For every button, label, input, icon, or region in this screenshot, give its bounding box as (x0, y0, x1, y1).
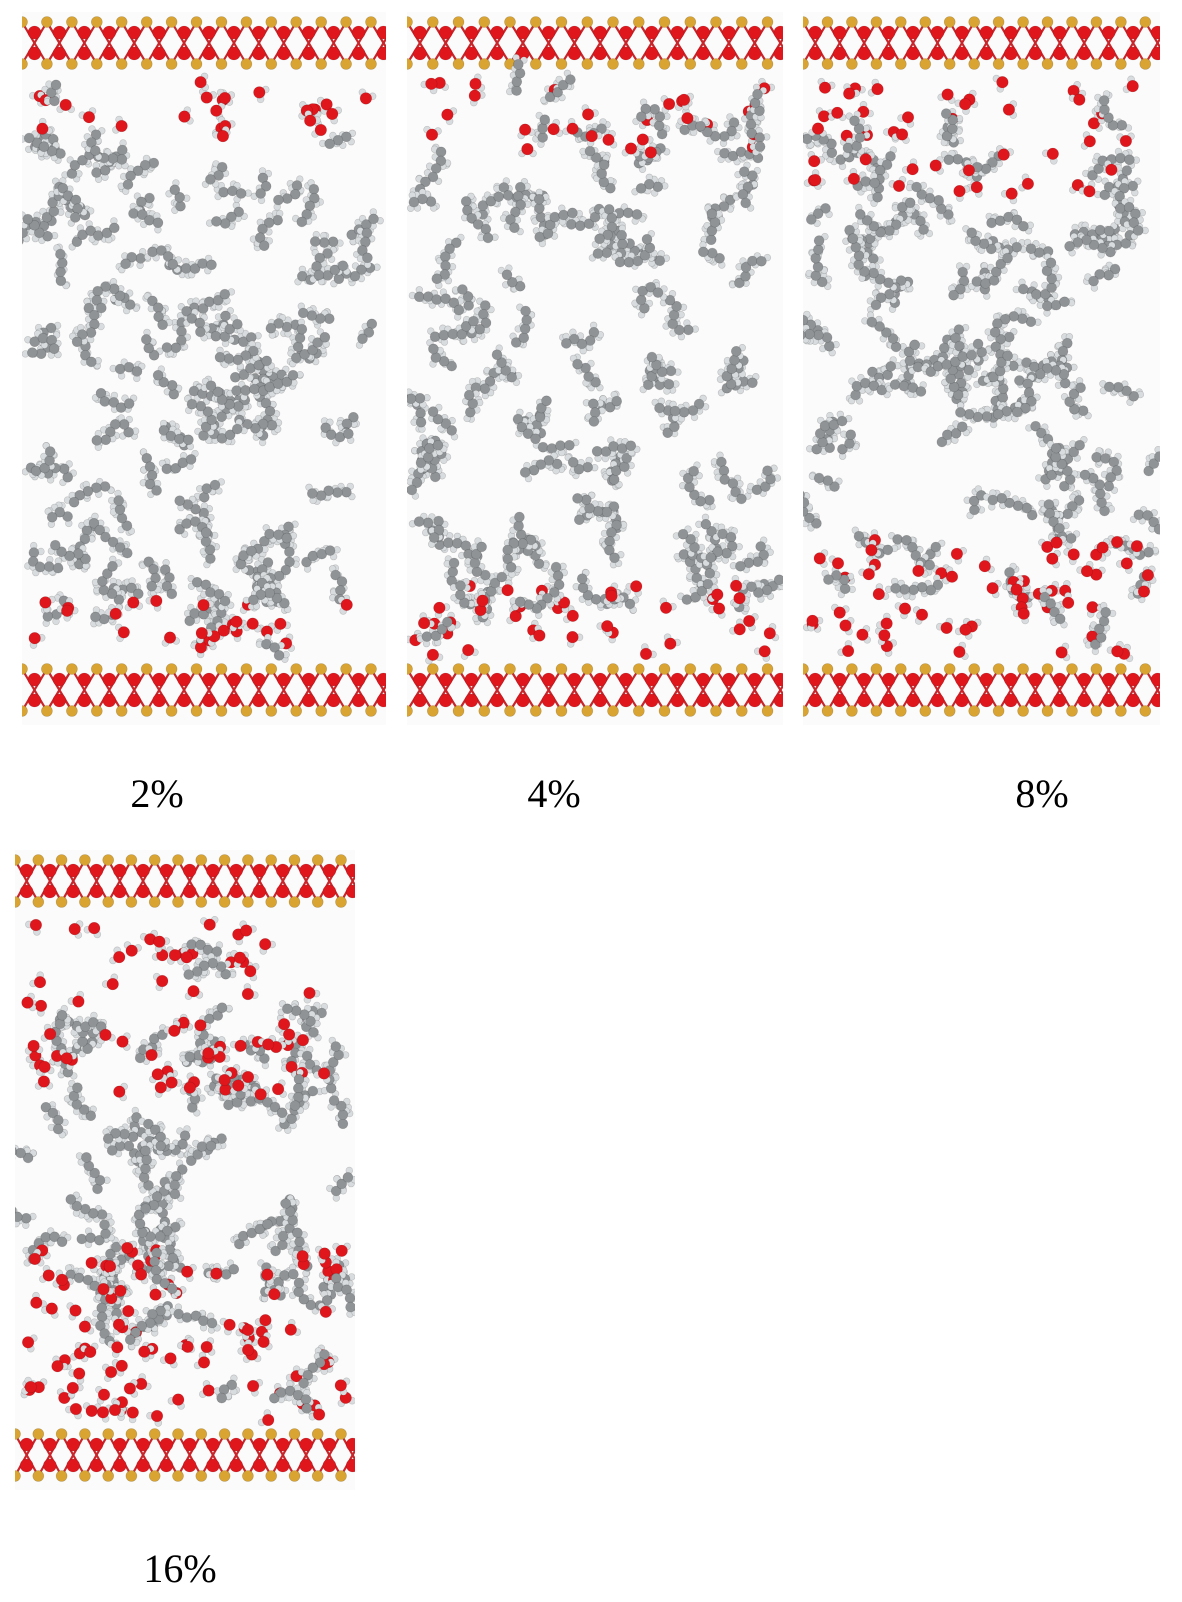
panel-label-8pct: 8% (1015, 771, 1069, 816)
panel-label-2pct: 2% (130, 771, 184, 816)
molecular-snapshot-2pct (22, 12, 386, 725)
simulation-panel-4pct (407, 12, 783, 725)
molecular-snapshot-8pct (803, 12, 1160, 725)
molecular-snapshot-16pct (15, 850, 355, 1490)
simulation-panel-2pct (22, 12, 386, 725)
molecular-snapshot-4pct (407, 12, 783, 725)
panel-label-4pct: 4% (527, 771, 581, 816)
simulation-panel-16pct (15, 850, 355, 1490)
panel-label-16pct: 16% (143, 1546, 217, 1591)
simulation-panel-8pct (803, 12, 1160, 725)
